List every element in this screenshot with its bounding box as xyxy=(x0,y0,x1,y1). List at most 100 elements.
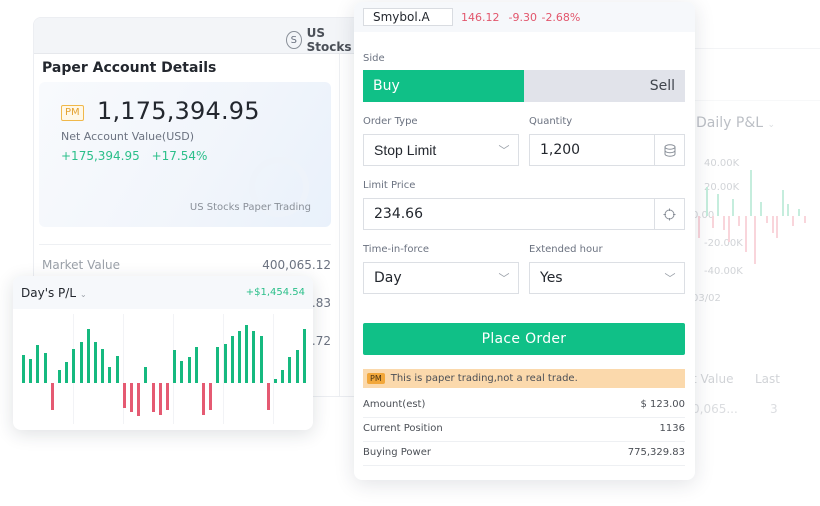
loss-bar xyxy=(745,216,747,252)
grid-line xyxy=(273,314,274,424)
gain-bar xyxy=(798,208,800,216)
gain-bar xyxy=(750,170,752,216)
quantity-value: 1,200 xyxy=(540,142,581,158)
market-selector[interactable]: S US Stocks xyxy=(286,26,362,54)
info-value: 1136 xyxy=(659,423,685,434)
gain-bar xyxy=(58,370,61,383)
date-label: 03/02 xyxy=(692,293,721,304)
grid-line xyxy=(123,314,124,424)
gain-bar xyxy=(245,325,249,383)
loss-bar xyxy=(698,216,700,238)
pm-badge: PM xyxy=(367,373,385,384)
info-label: Buying Power xyxy=(363,447,431,458)
pm-badge: PM xyxy=(61,105,84,121)
gain-bar xyxy=(173,350,177,383)
gain-bar xyxy=(194,347,198,383)
divider xyxy=(339,54,340,396)
dollar-coin-icon: S xyxy=(286,31,302,49)
gain-bar xyxy=(65,362,69,383)
last-price: 146.12 xyxy=(461,11,500,24)
loss-bar xyxy=(772,216,774,233)
loss-bar xyxy=(137,383,141,416)
order-type-label: Order Type xyxy=(363,116,418,127)
price-change-percent: -2.68% xyxy=(541,11,581,24)
gain-bar xyxy=(259,336,263,383)
info-row-position: Current Position 1136 xyxy=(363,423,685,434)
gain-bar xyxy=(86,329,90,383)
limit-price-label: Limit Price xyxy=(363,180,416,191)
table-header: t Value xyxy=(692,372,734,386)
panel-title: Paper Account Details xyxy=(42,60,217,76)
loss-bar xyxy=(766,216,768,224)
gain-bar xyxy=(760,201,762,216)
day-pl-chart xyxy=(13,309,313,430)
gain-bar xyxy=(43,353,47,383)
tif-select[interactable]: Day ﹀ xyxy=(363,262,519,294)
loss-bar xyxy=(122,383,126,408)
paper-trading-warning: PM This is paper trading,not a real trad… xyxy=(363,369,685,388)
table-cell: 3 xyxy=(770,402,778,416)
axis-label: 0.00 xyxy=(692,210,715,221)
symbol-input[interactable]: Smybol.A xyxy=(363,8,453,26)
info-value: $ 123.00 xyxy=(640,399,685,410)
axis-label: 20.00K xyxy=(704,182,740,193)
gain-bar xyxy=(252,331,256,383)
day-pl-title: Day's P/L xyxy=(21,286,77,300)
coin-stack-icon[interactable] xyxy=(654,135,684,165)
side-toggle: Buy Sell xyxy=(363,70,685,102)
day-pl-card: Day's P/L ⌄ +$1,454.54 xyxy=(13,276,313,430)
gain-bar xyxy=(238,331,241,383)
card-footer: US Stocks Paper Trading xyxy=(189,202,311,213)
gain-bar xyxy=(72,349,76,383)
chevron-down-icon: ﹀ xyxy=(498,144,510,157)
loss-bar xyxy=(50,383,54,410)
daily-pnl-title: Daily P&L ⌄ xyxy=(696,115,775,131)
loss-bar xyxy=(266,383,270,410)
chevron-down-icon: ﹀ xyxy=(498,272,510,285)
gain-bar xyxy=(29,359,33,383)
loss-bar xyxy=(712,216,714,228)
divider xyxy=(39,244,331,245)
info-row-amount: Amount(est) $ 123.00 xyxy=(363,399,685,410)
gain-bar xyxy=(36,345,40,383)
gain-bar xyxy=(223,344,227,383)
divider xyxy=(363,465,685,466)
quantity-input[interactable]: 1,200 xyxy=(529,134,685,166)
account-row: .72 xyxy=(42,334,331,348)
gain-bar xyxy=(180,361,184,383)
sell-button[interactable]: Sell xyxy=(524,70,685,102)
quote-info: 146.12 -9.30 -2.68% xyxy=(461,11,580,24)
gain-bar xyxy=(216,347,220,383)
change-percent: +17.54% xyxy=(151,149,208,163)
side-label: Side xyxy=(363,53,385,64)
buy-button[interactable]: Buy xyxy=(363,70,524,102)
order-panel: Smybol.A 146.12 -9.30 -2.68% Side Buy Se… xyxy=(354,2,695,480)
axis-label: -40.00K xyxy=(704,266,743,277)
order-type-value: Stop Limit xyxy=(374,142,437,158)
decorative-swirl xyxy=(249,157,309,217)
loss-bar xyxy=(776,216,778,238)
limit-price-value: 234.66 xyxy=(374,206,423,222)
extended-hour-select[interactable]: Yes ﹀ xyxy=(529,262,685,294)
day-pl-dropdown[interactable]: Day's P/L ⌄ xyxy=(21,286,87,300)
loss-bar xyxy=(754,216,756,264)
day-pl-value: +$1,454.54 xyxy=(245,287,305,298)
background-pnl-panel: Daily P&L ⌄ 40.00K 20.00K 0.00 -20.00K -… xyxy=(690,0,820,506)
tif-label: Time-in-force xyxy=(363,244,429,255)
chevron-down-icon: ⌄ xyxy=(80,290,87,299)
row-value: .72 xyxy=(311,334,331,348)
gain-bar xyxy=(295,350,299,383)
crosshair-icon[interactable] xyxy=(654,199,684,229)
quantity-label: Quantity xyxy=(529,116,573,127)
chevron-down-icon: ⌄ xyxy=(767,120,776,130)
loss-bar xyxy=(209,383,213,410)
place-order-button[interactable]: Place Order xyxy=(363,323,685,355)
extended-hour-label: Extended hour xyxy=(529,244,603,255)
order-type-select[interactable]: Stop Limit ﹀ xyxy=(363,134,519,166)
divider xyxy=(690,48,820,49)
gain-bar xyxy=(274,379,277,383)
row-value: .83 xyxy=(311,296,331,310)
divider xyxy=(363,441,685,442)
limit-price-input[interactable]: 234.66 xyxy=(363,198,685,230)
loss-bar xyxy=(723,216,725,231)
